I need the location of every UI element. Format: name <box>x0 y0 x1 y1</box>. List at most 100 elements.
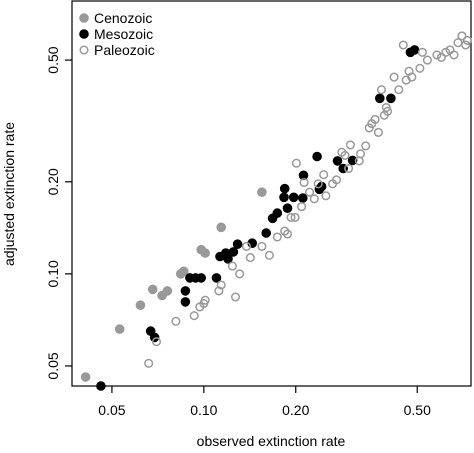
data-point-paleozoic <box>235 269 245 279</box>
legend-label-mesozoic: Mesozoic <box>94 26 153 42</box>
data-point-paleozoic <box>383 106 393 116</box>
data-point-paleozoic <box>345 140 355 150</box>
data-point-mesozoic <box>180 286 191 296</box>
y-axis-title: adjusted extinction rate <box>1 122 17 266</box>
y-tick-label: 0.20 <box>45 168 61 195</box>
data-point-paleozoic <box>216 280 226 290</box>
data-point-paleozoic <box>245 253 255 263</box>
x-axis-title: observed extinction rate <box>197 433 346 449</box>
data-point-mesozoic <box>332 156 343 166</box>
data-point-paleozoic <box>264 250 274 260</box>
data-point-paleozoic <box>344 163 354 174</box>
data-point-paleozoic <box>436 52 446 62</box>
data-point-mesozoic <box>386 93 396 104</box>
data-point-paleozoic <box>457 31 467 41</box>
data-point-mesozoic <box>288 192 299 203</box>
data-point-paleozoic <box>340 150 350 160</box>
data-point-cenozoic <box>114 324 125 334</box>
data-point-paleozoic <box>449 50 459 60</box>
data-point-mesozoic <box>297 193 308 203</box>
data-point-paleozoic <box>297 202 307 212</box>
data-point-mesozoic <box>261 228 271 238</box>
data-point-cenozoic <box>147 284 158 295</box>
data-point-paleozoic <box>407 72 417 82</box>
data-point-paleozoic <box>241 241 252 251</box>
legend-label-cenozoic: Cenozoic <box>94 10 152 26</box>
data-point-paleozoic <box>461 40 471 50</box>
data-point-paleozoic <box>361 141 371 151</box>
data-point-mesozoic <box>211 273 222 283</box>
data-point-mesozoic <box>279 192 289 203</box>
data-point-paleozoic <box>313 179 323 189</box>
data-point-mesozoic <box>196 273 206 283</box>
data-point-paleozoic <box>355 149 366 159</box>
data-point-mesozoic <box>312 151 322 162</box>
data-point-cenozoic <box>216 222 226 233</box>
x-tick-label: 0.10 <box>190 402 217 418</box>
data-point-paleozoic <box>462 35 472 45</box>
data-point-paleozoic <box>432 50 442 60</box>
data-point-mesozoic <box>409 45 420 55</box>
data-point-mesozoic <box>279 183 290 194</box>
data-point-paleozoic <box>272 232 282 242</box>
data-point-mesozoic <box>180 297 191 307</box>
legend-label-paleozoic: Paleozoic <box>94 42 155 58</box>
y-axis: 0.05 0.10 0.20 0.50 <box>45 46 72 380</box>
data-point-paleozoic <box>257 241 267 251</box>
y-tick-label: 0.05 <box>45 352 61 379</box>
data-point-paleozoic <box>373 127 383 137</box>
data-point-mesozoic <box>282 203 293 213</box>
legend-marker-cenozoic <box>79 13 89 23</box>
data-point-paleozoic <box>282 229 293 239</box>
data-point-paleozoic <box>144 358 154 368</box>
y-tick-label: 0.10 <box>45 260 61 287</box>
data-point-paleozoic <box>286 212 296 222</box>
x-tick-label: 0.50 <box>404 402 431 418</box>
data-point-cenozoic <box>257 187 267 197</box>
data-point-paleozoic <box>151 337 162 347</box>
data-point-paleozoic <box>189 311 199 321</box>
data-point-mesozoic <box>223 253 233 264</box>
data-point-paleozoic <box>290 212 300 222</box>
data-point-cenozoic <box>135 300 146 310</box>
data-point-cenozoic <box>80 372 91 382</box>
data-point-paleozoic <box>389 72 399 82</box>
data-point-paleozoic <box>171 316 181 326</box>
data-point-paleozoic <box>200 295 210 305</box>
data-point-paleozoic <box>227 261 237 271</box>
data-point-paleozoic <box>214 286 224 296</box>
data-point-paleozoic <box>291 158 301 168</box>
data-point-paleozoic <box>376 85 387 95</box>
plot-frame <box>71 0 472 387</box>
data-point-paleozoic <box>305 187 315 197</box>
data-point-paleozoic <box>309 194 319 204</box>
data-point-paleozoic <box>415 63 425 73</box>
data-points <box>80 31 472 391</box>
data-point-paleozoic <box>321 191 331 201</box>
data-point-cenozoic <box>200 248 210 258</box>
data-point-mesozoic <box>232 239 243 249</box>
x-axis: 0.05 0.10 0.20 0.50 <box>98 386 431 418</box>
data-point-mesozoic <box>228 247 239 257</box>
legend-marker-mesozoic <box>79 29 89 39</box>
x-tick-label: 0.20 <box>282 402 309 418</box>
data-point-paleozoic <box>422 55 432 65</box>
data-point-mesozoic <box>149 332 160 343</box>
data-point-paleozoic <box>299 177 309 188</box>
data-point-mesozoic <box>374 93 385 104</box>
data-point-paleozoic <box>370 114 380 124</box>
data-point-paleozoic <box>319 170 329 180</box>
y-tick-label: 0.50 <box>45 46 61 73</box>
x-tick-label: 0.05 <box>98 402 125 418</box>
legend: Cenozoic Mesozoic Paleozoic <box>79 10 155 58</box>
data-point-cenozoic <box>179 266 189 277</box>
legend-marker-paleozoic <box>79 45 89 55</box>
data-point-mesozoic <box>96 381 106 391</box>
data-point-mesozoic <box>347 155 358 166</box>
data-point-paleozoic <box>417 47 427 57</box>
data-point-mesozoic <box>272 208 283 218</box>
data-point-paleozoic <box>398 40 408 50</box>
data-point-mesozoic <box>298 170 309 181</box>
data-point-paleozoic <box>394 85 404 95</box>
